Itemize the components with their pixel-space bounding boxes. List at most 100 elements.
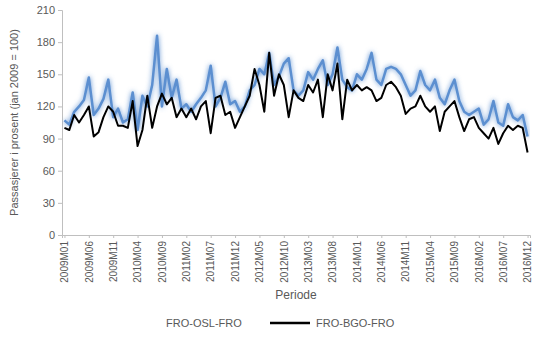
plot: 0 30 60 90 120 150 180 210 2009M01 2009M06 2009M11… [37, 4, 534, 283]
tick-label: 30 [43, 197, 55, 209]
tick-mark [58, 235, 62, 236]
tick-label: 2015M09 [449, 241, 460, 283]
tick: 120 [37, 100, 62, 112]
tick-label: 2009M06 [84, 241, 95, 283]
legend-label: FRO-BGO-FRO [316, 317, 395, 329]
tick-mark [381, 235, 382, 238]
tick-label: 2015M04 [425, 241, 436, 283]
tick: 210 [37, 4, 62, 16]
tick-mark [138, 235, 139, 238]
x-axis-title: Periode [275, 288, 317, 302]
tick-label: 90 [43, 133, 55, 145]
tick: 2014M11 [400, 235, 411, 282]
tick-mark [113, 235, 114, 238]
tick-mark [357, 235, 358, 238]
legend-swatch [270, 322, 310, 325]
tick-label: 2013M03 [303, 241, 314, 283]
legend: FRO-OSL-FRO FRO-BGO-FRO [120, 317, 395, 329]
tick-label: 2010M04 [132, 241, 143, 283]
tick-mark [58, 10, 62, 11]
tick-label: 60 [43, 165, 55, 177]
tick-mark [58, 139, 62, 140]
tick-mark [406, 235, 407, 238]
tick: 150 [37, 68, 62, 80]
tick-label: 2011M07 [205, 241, 216, 282]
tick-mark [211, 235, 212, 238]
tick: 2009M06 [84, 235, 95, 283]
tick-label: 2014M01 [352, 241, 363, 283]
tick: 2016M12 [522, 235, 533, 283]
tick: 2010M04 [132, 235, 143, 283]
tick: 30 [43, 197, 62, 209]
legend-item: FRO-OSL-FRO [120, 317, 242, 329]
tick: 2009M01 [59, 235, 70, 283]
tick-mark [308, 235, 309, 238]
axis-line [63, 236, 531, 239]
tick-mark [479, 235, 480, 238]
tick-mark [58, 106, 62, 107]
tick-label: 2012M05 [254, 241, 265, 283]
tick: 2010M09 [157, 235, 168, 283]
tick-label: 180 [37, 36, 55, 48]
tick-label: 2010M09 [157, 241, 168, 283]
tick-label: 2013M08 [327, 241, 338, 283]
tick-mark [58, 203, 62, 204]
tick: 2012M05 [254, 235, 265, 283]
x-axis: 2009M01 2009M06 2009M11 2010M04 2010M09 2011M… [59, 235, 533, 283]
tick: 2016M07 [498, 235, 509, 283]
tick: 0 [49, 229, 62, 241]
tick: 2011M07 [205, 235, 216, 282]
tick: 2013M08 [327, 235, 338, 283]
tick-mark [430, 235, 431, 238]
tick-mark [64, 235, 65, 238]
tick-label: 2012M10 [279, 241, 290, 283]
tick: 60 [43, 165, 62, 177]
tick-mark [186, 235, 187, 238]
tick-label: 2016M02 [474, 241, 485, 283]
tick-mark [284, 235, 285, 238]
tick: 2011M12 [230, 235, 241, 282]
legend-label: FRO-OSL-FRO [166, 317, 242, 329]
tick-label: 210 [37, 4, 55, 16]
tick: 2013M03 [303, 235, 314, 283]
tick-label: 0 [49, 229, 55, 241]
series-line [64, 53, 527, 153]
tick-label: 2016M12 [522, 241, 533, 283]
tick-label: 2011M02 [181, 241, 192, 282]
tick: 2016M02 [474, 235, 485, 283]
series-group [64, 36, 527, 153]
tick-mark [89, 235, 90, 238]
tick: 2011M02 [181, 235, 192, 282]
tick-mark [162, 235, 163, 238]
tick-mark [235, 235, 236, 238]
legend-item: FRO-BGO-FRO [270, 317, 395, 329]
tick-mark [58, 74, 62, 75]
tick-mark [58, 42, 62, 43]
tick-mark [503, 235, 504, 238]
tick-label: 2011M12 [230, 241, 241, 282]
chart: 0 30 60 90 120 150 180 210 2009M01 2009M06 2009M11… [0, 0, 540, 337]
axis-line [58, 11, 63, 236]
tick-mark [58, 171, 62, 172]
tick-label: 2014M11 [400, 241, 411, 282]
tick-mark [259, 235, 260, 238]
tick: 90 [43, 133, 62, 145]
tick-label: 150 [37, 68, 55, 80]
tick: 2014M06 [376, 235, 387, 283]
y-axis-title: Passasjerer i prosent (jan 2009 = 100) [8, 29, 20, 216]
tick: 2015M04 [425, 235, 436, 283]
legend-swatch [120, 322, 160, 325]
tick-mark [528, 235, 529, 238]
tick-mark [454, 235, 455, 238]
y-axis: 0 30 60 90 120 150 180 210 [37, 4, 63, 241]
tick: 2015M09 [449, 235, 460, 283]
tick-label: 2016M07 [498, 241, 509, 283]
tick: 2014M01 [352, 235, 363, 283]
tick-label: 2014M06 [376, 241, 387, 283]
tick: 2012M10 [279, 235, 290, 283]
tick-label: 2009M11 [108, 241, 119, 282]
tick: 180 [37, 36, 62, 48]
tick-label: 2009M01 [59, 241, 70, 283]
tick-mark [333, 235, 334, 238]
tick: 2009M11 [108, 235, 119, 282]
